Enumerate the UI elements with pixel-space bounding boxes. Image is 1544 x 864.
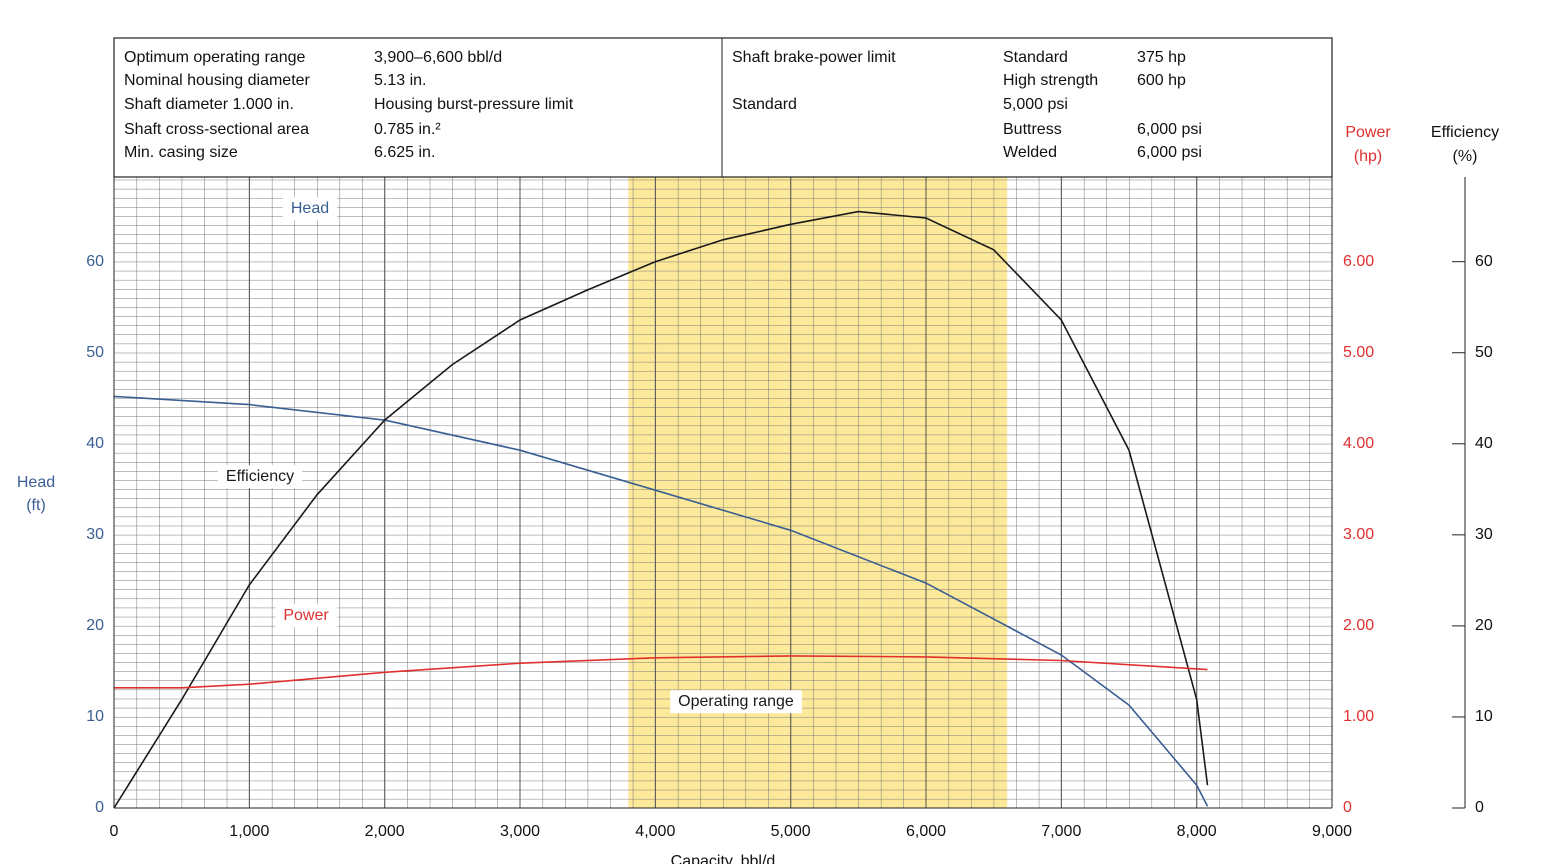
y2-tick-label: 0 [1343,799,1352,816]
info-value: 6,000 psi [1137,121,1202,138]
y2-tick-label: 1.00 [1343,708,1374,725]
info-value: 6.625 in. [374,144,435,161]
y-tick-label: 40 [86,435,104,452]
x-tick-label: 9,000 [1312,823,1352,840]
x-tick-label: 3,000 [500,823,540,840]
x-axis-title: Capacity, bbl/d [671,853,776,864]
y-tick-label: 30 [86,526,104,543]
y2-tick-label: 2.00 [1343,617,1374,634]
info-value: 3,900–6,600 bbl/d [374,49,502,66]
y2-axis-title: (hp) [1354,148,1382,165]
series-label: Head [291,200,329,217]
x-tick-label: 6,000 [906,823,946,840]
series-label: Efficiency [226,468,294,485]
x-tick-label: 0 [110,823,119,840]
x-tick-label: 7,000 [1041,823,1081,840]
series-label: Power [283,607,329,624]
y2-tick-label: 3.00 [1343,526,1374,543]
label-background [217,465,303,489]
info-value: 5.13 in. [374,72,426,89]
label-background [670,690,802,714]
info-label: Shaft cross-sectional area [124,121,309,138]
info-value: Housing burst-pressure limit [374,96,574,113]
info-label: Shaft brake-power limit [732,49,896,66]
y3-axis-title: (%) [1453,148,1478,165]
y2-tick-label: 4.00 [1343,435,1374,452]
info-panel [113,37,1333,178]
info-label: High strength [1003,72,1098,89]
info-value: 0.785 in.² [374,121,441,138]
x-tick-label: 8,000 [1177,823,1217,840]
x-tick-label: 4,000 [635,823,675,840]
y-tick-label: 60 [86,253,104,270]
y3-tick-label: 10 [1475,708,1493,725]
info-value: 600 hp [1137,72,1186,89]
y3-tick-label: 50 [1475,344,1493,361]
y-axis-title: (ft) [26,497,46,514]
info-label: Standard [732,96,797,113]
info-label: Shaft diameter 1.000 in. [124,96,294,113]
info-label: Optimum operating range [124,49,306,66]
y3-axis-title: Efficiency [1431,124,1499,141]
x-tick-label: 5,000 [771,823,811,840]
y3-tick-label: 60 [1475,253,1493,270]
info-right: Shaft brake-power limit Standard 375 hp … [732,49,1202,161]
info-label: Min. casing size [124,144,238,161]
y2-tick-label: 5.00 [1343,344,1374,361]
info-label: Standard [1003,49,1068,66]
info-value: 6,000 psi [1137,144,1202,161]
info-label: Buttress [1003,121,1062,138]
y-tick-label: 20 [86,617,104,634]
minor-grid [114,177,1332,808]
x-tick-label: 2,000 [365,823,405,840]
series-line [113,210,1209,809]
info-label: Nominal housing diameter [124,72,311,89]
series-line [113,395,1209,807]
y2-axis-title: Power [1345,124,1391,141]
y-tick-label: 50 [86,344,104,361]
info-value: 5,000 psi [1003,96,1068,113]
x-tick-label: 1,000 [229,823,269,840]
y-tick-label: 10 [86,708,104,725]
label-background [282,197,338,221]
y-tick-label: 0 [95,799,104,816]
y3-tick-label: 30 [1475,526,1493,543]
y3-tick-label: 20 [1475,617,1493,634]
y3-tick-label: 40 [1475,435,1493,452]
series-line [114,655,1208,689]
y3-tick-label: 0 [1475,799,1484,816]
info-left: Optimum operating range 3,900–6,600 bbl/… [124,49,574,161]
y-axis-title: Head [17,474,55,491]
y2-tick-label: 6.00 [1343,253,1374,270]
label-background [275,604,338,628]
operating-range-label: Operating range [678,693,794,710]
info-value: 375 hp [1137,49,1186,66]
info-label: Welded [1003,144,1057,161]
